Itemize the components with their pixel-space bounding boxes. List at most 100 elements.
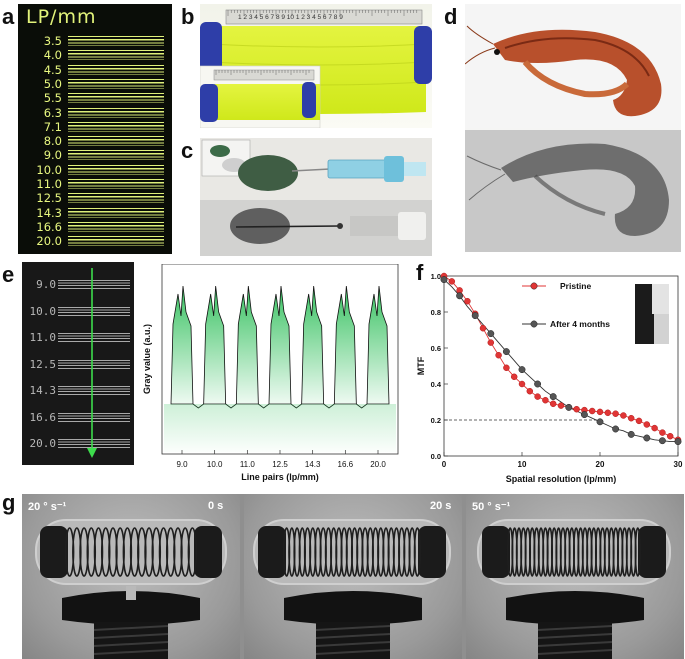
lp-label: 9.0 [36, 278, 56, 291]
line-pair-bars [58, 359, 130, 369]
data-point [612, 425, 620, 433]
data-point [479, 324, 487, 332]
line-pair-bars [68, 136, 164, 147]
data-point [495, 351, 502, 359]
pattern-row: 6.3 [24, 106, 170, 120]
lp-label: 12.5 [36, 191, 62, 206]
data-point [471, 312, 479, 320]
y-tick-label: 0.0 [431, 452, 441, 461]
xray-frame-3: 50 ° s⁻¹ [466, 494, 684, 659]
frame-1-time-label: 0 s [208, 500, 224, 512]
lp-label: 6.3 [43, 105, 62, 120]
pattern-row: 10.0 [26, 305, 132, 319]
data-point [518, 366, 526, 374]
pattern-row: 12.5 [26, 358, 132, 372]
data-point [456, 292, 464, 300]
lp-label: 10.0 [29, 304, 57, 318]
y-tick-label: 1.0 [431, 272, 441, 281]
pattern-row: 11.0 [26, 331, 132, 345]
spring-coils [64, 527, 198, 577]
line-pair-bars [68, 78, 164, 89]
y-tick-label: 0.6 [431, 344, 441, 353]
legend-label: After 4 months [550, 319, 610, 329]
profile-peak [301, 285, 325, 405]
pattern-row: 3.5 [24, 34, 170, 48]
shrimp-illustration [465, 4, 681, 252]
x-tick-label: 11.0 [240, 460, 256, 469]
data-point [487, 330, 495, 338]
spring-coils [282, 527, 422, 577]
xray-frame-1: 20 ° s⁻¹ 0 s [22, 494, 240, 659]
data-point [588, 407, 596, 415]
frame-3-rate-label: 50 ° s⁻¹ [472, 501, 511, 513]
mtf-chart: 0 10 20 30 0.0 0.2 0.4 0.6 0.8 1.0 Pristine After … [416, 272, 683, 484]
spring-end-cap [482, 526, 510, 578]
xray-frame-2: 20 s [244, 494, 462, 659]
pattern-row: 14.3 [26, 384, 132, 398]
data-point [518, 380, 526, 388]
pattern-row: 12.5 [24, 191, 170, 205]
line-pair-bars [68, 121, 164, 132]
spring-coils [506, 527, 642, 577]
pattern-row: 16.6 [24, 220, 170, 234]
data-point [666, 432, 674, 440]
data-point [503, 364, 510, 372]
panel-letter-c: c [181, 138, 194, 163]
data-point [464, 297, 471, 305]
x-tick-label: 20 [596, 460, 605, 469]
screw-thread [537, 633, 613, 639]
film-stretch-illustration: 1 2 3 4 5 6 7 8 9 10 1 2 3 4 5 6 7 8 9 [200, 9, 432, 128]
y-axis-label: Gray value (a.u.) [142, 324, 152, 394]
spring-coil [413, 527, 422, 577]
lp-label: 3.5 [43, 34, 62, 48]
pattern-row: 11.0 [24, 177, 170, 191]
lp-label: 10.0 [36, 162, 62, 177]
pattern-row: 16.6 [26, 411, 132, 425]
line-pair-bars [68, 221, 164, 232]
lp-label: 12.5 [29, 357, 57, 371]
pattern-row: 20.0 [26, 437, 132, 451]
y-axis-label: MTF [416, 356, 426, 375]
data-point [627, 430, 635, 438]
pattern-row: 5.5 [24, 91, 170, 105]
screw-head [284, 591, 422, 625]
panel-letter-f: f [416, 260, 424, 285]
data-point [565, 403, 573, 411]
lp-label: 5.0 [43, 76, 62, 91]
data-point [643, 421, 651, 428]
screw-thread [93, 625, 169, 631]
line-pair-bars [58, 306, 130, 316]
spring-end-cap [194, 526, 222, 578]
screw-thread [537, 649, 613, 655]
data-point [510, 373, 518, 381]
panel-g-spring-xray-frames: 20 ° s⁻¹ 0 s 20 s 50 ° s⁻¹ [22, 494, 684, 659]
panel-letter-d: d [444, 4, 458, 29]
edge-image-aged-bright [654, 314, 669, 344]
frame-2-time-label: 20 s [430, 500, 452, 512]
spring-end-cap [418, 526, 446, 578]
screw-head [62, 591, 200, 625]
profile-peak [170, 285, 194, 405]
y-tick-label: 0.8 [431, 308, 441, 317]
panel-a-resolution-pattern: LP/mm 3.5 4.0 4.5 5.0 5.5 6.3 7.1 8.0 9.0 10.0 11.… [18, 4, 172, 254]
profile-peak [268, 285, 292, 405]
scan-arrow-icon [87, 268, 97, 458]
data-point [534, 393, 541, 400]
data-point [440, 276, 448, 284]
x-tick-label: 10 [518, 460, 527, 469]
spring-end-cap [258, 526, 286, 578]
profile-peak [203, 285, 227, 405]
data-point [635, 417, 643, 425]
profile-peak [235, 285, 259, 405]
screw-thread [93, 649, 169, 655]
edge-image-pristine-bright [652, 284, 669, 314]
lp-label: 7.1 [43, 119, 62, 134]
y-tick-label: 0.2 [431, 416, 441, 425]
line-pair-bars [68, 193, 164, 204]
x-tick-label: 12.5 [272, 460, 288, 469]
pattern-row: 9.0 [26, 278, 132, 292]
data-point [487, 339, 495, 346]
line-pair-bars [58, 280, 130, 289]
pattern-row: 20.0 [24, 234, 170, 248]
line-pair-bars [68, 93, 164, 104]
